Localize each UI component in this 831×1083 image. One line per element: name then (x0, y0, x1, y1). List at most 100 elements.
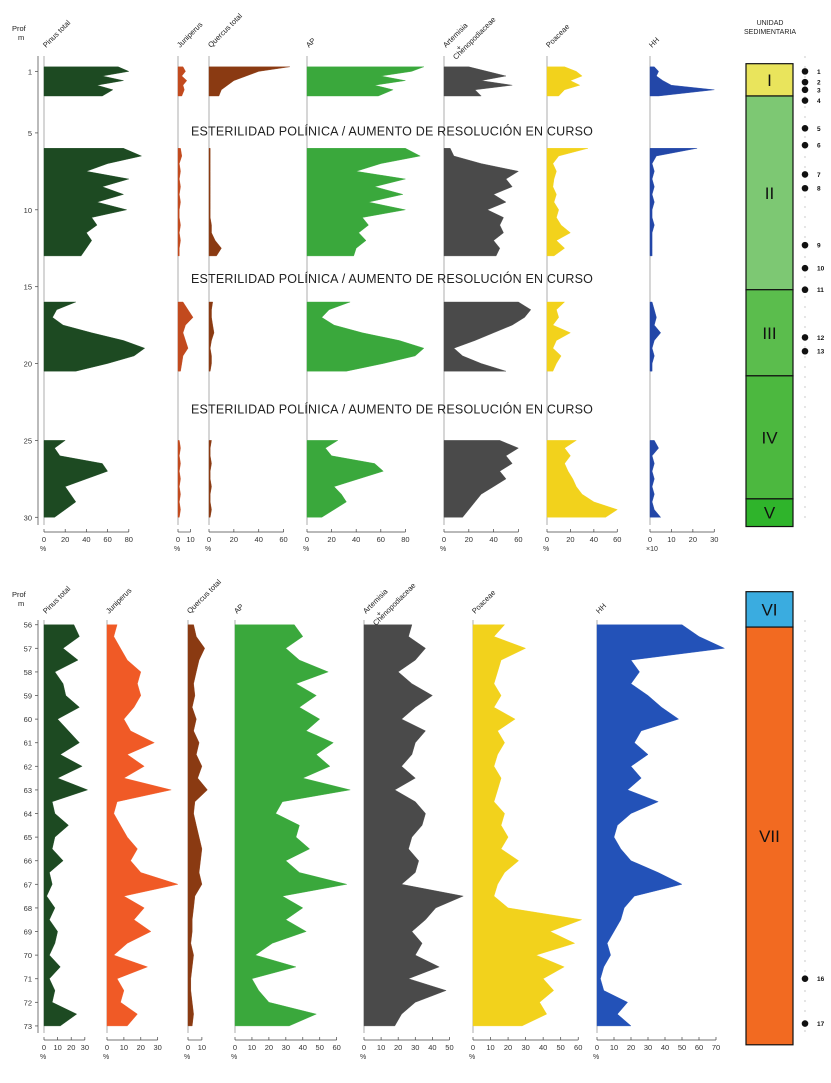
bottom-artemisia-chenopodiaceae-x-label-10: 10 (377, 1043, 385, 1052)
top-poaceae-unit: % (543, 546, 549, 553)
bottom-hh-x-label-20: 20 (627, 1043, 635, 1052)
top-sample-dot-2 (801, 78, 809, 86)
bottom-pinus-total-x-label-10: 10 (53, 1043, 61, 1052)
bottom-ap-x-label-20: 20 (265, 1043, 273, 1052)
top-ap-x-label-0: 0 (305, 535, 309, 544)
bottom-hh-x-label-60: 60 (695, 1043, 703, 1052)
top-pinus-total-area-0 (43, 66, 130, 97)
top-unit-label-I: I (767, 71, 772, 90)
bottom-depth-label-66: 66 (24, 857, 32, 866)
top-artemisia-chenopodiaceae-x-label-40: 40 (489, 535, 497, 544)
top-ap-x-label-80: 80 (401, 535, 409, 544)
bottom-ap-x-label-60: 60 (332, 1043, 340, 1052)
top-sample-label-2: 2 (817, 80, 821, 87)
top-hh-area-1 (649, 148, 698, 257)
top-ap-area-0 (306, 66, 424, 97)
top-ap-x-label-60: 60 (377, 535, 385, 544)
bottom-poaceae-x-label-0: 0 (471, 1043, 475, 1052)
bottom-unit-label-VI: VI (761, 600, 777, 619)
bottom-depth-label-64: 64 (24, 810, 32, 819)
bottom-sample-label-17: 17 (817, 1021, 825, 1028)
bottom-depth-label-67: 67 (24, 880, 32, 889)
bottom-depth-label-62: 62 (24, 762, 32, 771)
top-sample-label-11: 11 (817, 287, 824, 294)
bottom-quercus-total-title: Quercus total (185, 577, 223, 615)
top-banner-2: ESTERILIDAD POLÍNICA / AUMENTO DE RESOLU… (191, 402, 593, 417)
top-artemisia-chenopodiaceae-title-plus: + (454, 43, 464, 53)
top-quercus-total-x-label-60: 60 (279, 535, 287, 544)
top-pinus-total-area-2 (43, 301, 146, 372)
bottom-depth-label-72: 72 (24, 998, 32, 1007)
top-depth-label-15: 15 (24, 283, 32, 292)
top-artemisia-chenopodiaceae-area-2 (443, 301, 532, 372)
bottom-depth-header-m: m (18, 599, 24, 608)
bottom-poaceae-x-label-60: 60 (574, 1043, 582, 1052)
top-juniperus-x-label-0: 0 (176, 535, 180, 544)
bottom-quercus-total-unit: % (184, 1054, 190, 1061)
top-sample-label-8: 8 (817, 186, 821, 193)
top-artemisia-chenopodiaceae-area-1 (443, 148, 519, 257)
bottom-depth-label-56: 56 (24, 621, 32, 630)
bottom-pinus-total-x-label-30: 30 (81, 1043, 89, 1052)
top-poaceae-title: Poaceae (544, 22, 571, 49)
top-depth-label-20: 20 (24, 360, 32, 369)
bottom-depth-label-68: 68 (24, 904, 32, 913)
bottom-poaceae-unit: % (469, 1054, 475, 1061)
top-pinus-total-unit: % (40, 546, 46, 553)
top-ap-title: AP (304, 36, 317, 49)
top-hh-area-0 (649, 66, 715, 97)
top-artemisia-chenopodiaceae-x-label-0: 0 (442, 535, 446, 544)
bottom-juniperus-x-label-10: 10 (120, 1043, 128, 1052)
top-unit-box-I (745, 63, 794, 97)
bottom-poaceae-title: Poaceae (470, 588, 497, 615)
bottom-poaceae-area-0 (472, 624, 583, 1027)
unidad-header-1: UNIDAD (757, 20, 784, 27)
top-juniperus-area-3 (177, 440, 181, 518)
top-quercus-total-area-1 (208, 148, 222, 257)
bottom-juniperus-area-0 (106, 624, 179, 1027)
top-depth-label-1: 1 (28, 67, 32, 76)
top-unit-box-IV (745, 375, 794, 500)
top-quercus-total-area-2 (208, 301, 215, 372)
bottom-hh-title: HH (594, 601, 608, 615)
bottom-pinus-total-unit: % (40, 1054, 46, 1061)
top-poaceae-x-label-0: 0 (545, 535, 549, 544)
bottom-artemisia-chenopodiaceae-unit: % (360, 1054, 366, 1061)
bottom-juniperus-unit: % (103, 1054, 109, 1061)
bottom-ap-x-label-50: 50 (316, 1043, 324, 1052)
top-sample-label-10: 10 (817, 266, 825, 273)
top-sample-label-4: 4 (817, 98, 821, 105)
top-unit-label-III: III (762, 324, 776, 343)
bottom-poaceae-x-label-30: 30 (521, 1043, 529, 1052)
top-unit-label-IV: IV (761, 428, 778, 447)
top-poaceae-x-label-40: 40 (590, 535, 598, 544)
top-juniperus-area-0 (177, 66, 188, 97)
top-juniperus-area-2 (177, 301, 194, 372)
top-sample-label-1: 1 (817, 69, 821, 76)
top-depth-header-m: m (18, 33, 24, 42)
bottom-artemisia-chenopodiaceae-x-label-30: 30 (411, 1043, 419, 1052)
bottom-quercus-total-area-0 (187, 624, 208, 1027)
top-unit-box-V (745, 498, 794, 528)
top-poaceae-x-label-20: 20 (566, 535, 574, 544)
top-hh-area-3 (649, 440, 662, 518)
top-pinus-total-x-label-60: 60 (103, 535, 111, 544)
bottom-juniperus-x-label-0: 0 (105, 1043, 109, 1052)
bottom-artemisia-chenopodiaceae-x-label-0: 0 (362, 1043, 366, 1052)
top-unit-box-III (745, 289, 794, 377)
top-ap-x-label-40: 40 (352, 535, 360, 544)
bottom-juniperus-x-label-30: 30 (153, 1043, 161, 1052)
top-sample-label-3: 3 (817, 87, 821, 94)
top-hh-x-label-0: 0 (648, 535, 652, 544)
top-hh-area-2 (649, 301, 661, 372)
top-ap-area-2 (306, 301, 425, 372)
top-hh-x-label-30: 30 (710, 535, 718, 544)
bottom-ap-title: AP (232, 602, 245, 615)
top-depth-label-5: 5 (28, 129, 32, 138)
top-poaceae-area-2 (546, 301, 571, 372)
top-depth-label-10: 10 (24, 206, 32, 215)
bottom-artemisia-chenopodiaceae-x-label-40: 40 (428, 1043, 436, 1052)
top-pinus-total-area-3 (43, 440, 108, 518)
top-poaceae-area-1 (546, 148, 589, 257)
